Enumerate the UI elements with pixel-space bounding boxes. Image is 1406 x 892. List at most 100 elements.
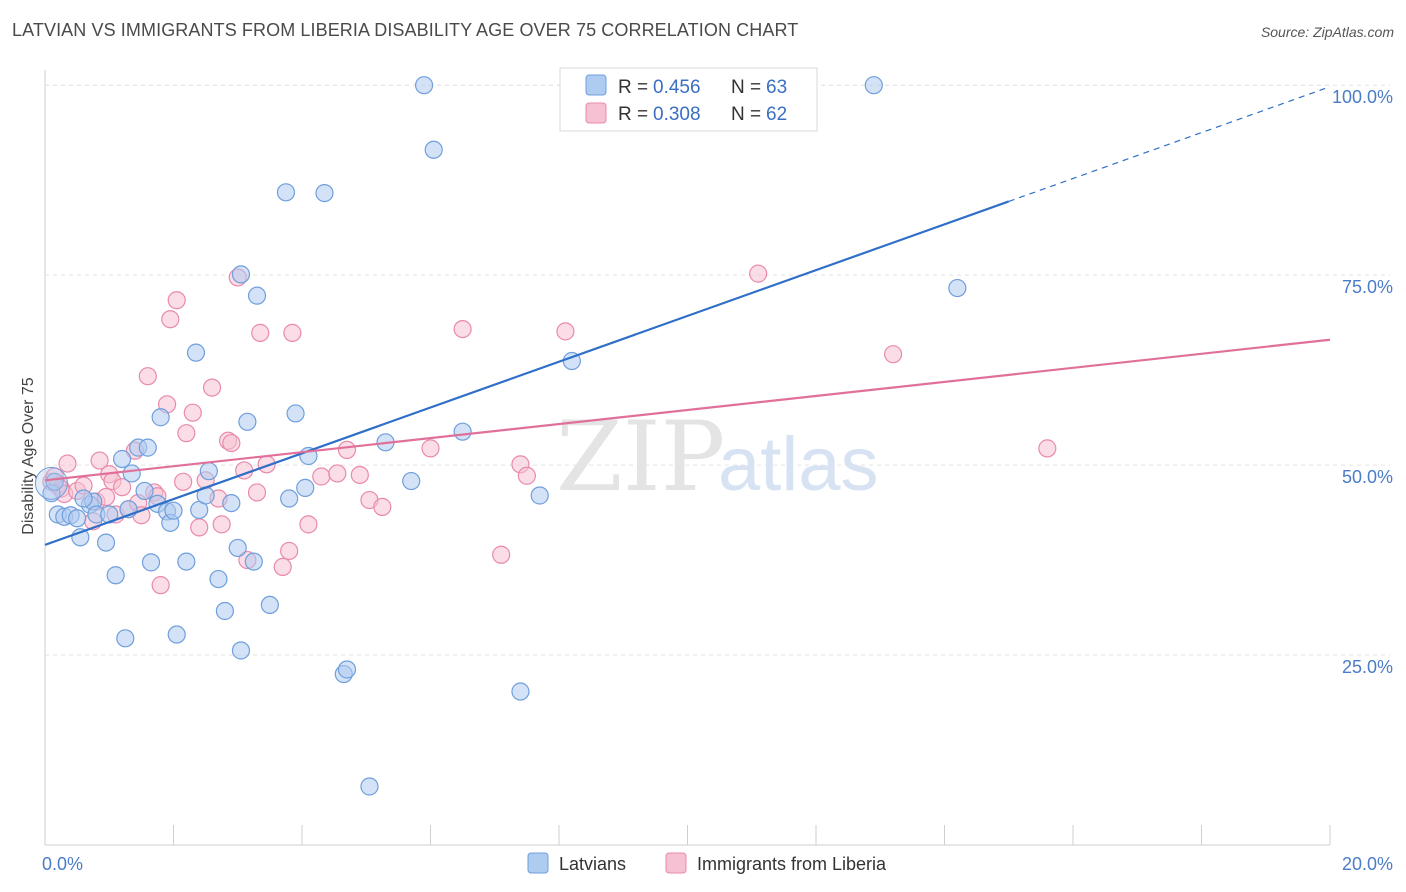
liberia-point-45	[299, 515, 318, 534]
series-legend: Latvians Immigrants from Liberia	[527, 852, 887, 874]
legend-n-value-liberia: 62	[766, 104, 787, 125]
latvians-point-38	[260, 595, 279, 615]
latvians-point-4	[68, 509, 87, 528]
latvians-point-30	[209, 569, 228, 589]
liberia-point-52	[421, 439, 440, 458]
latvians-point-49	[402, 471, 421, 491]
latvians-point-40	[280, 489, 299, 508]
liberia-point-26	[174, 472, 193, 491]
latvians-point-57	[864, 76, 883, 95]
liberia-point-59	[883, 345, 903, 364]
latvians-point-31	[215, 601, 234, 621]
liberia-point-40	[251, 323, 270, 342]
liberia-point-9	[90, 451, 109, 470]
latvians-point-9	[96, 533, 116, 552]
liberia-point-54	[492, 545, 511, 564]
latvians-point-17	[138, 438, 157, 457]
latvians-point-14	[122, 464, 141, 483]
latvians-point-42	[296, 478, 315, 497]
latvians-point-18	[141, 553, 161, 572]
latvians-point-16	[135, 481, 154, 501]
chart-title: LATVIAN VS IMMIGRANTS FROM LIBERIA DISAB…	[12, 20, 799, 40]
latvians-point-44	[315, 183, 334, 203]
legend-r-label-liberia: R =	[618, 104, 648, 125]
latvians-point-58	[948, 278, 967, 298]
latvians-point-34	[231, 641, 251, 660]
legend-r-value-liberia: 0.308	[653, 104, 701, 125]
liberia-point-39	[247, 483, 267, 502]
stats-legend: R = 0.456 N = 63 R = 0.308 N = 62	[559, 67, 818, 132]
x-tick-labels: 0.0% 20.0%	[42, 854, 1393, 874]
latvians-point-35	[238, 412, 257, 431]
latvians-trend-line	[44, 200, 1010, 546]
liberia-point-56	[517, 466, 536, 485]
latvians-point-24	[167, 625, 186, 644]
legend-swatch-liberia	[585, 102, 607, 124]
latvians-point-29	[199, 462, 218, 481]
watermark: ZIP atlas	[556, 401, 879, 513]
latvians-points	[34, 76, 967, 796]
liberia-point-4	[58, 454, 77, 473]
latvians-point-37	[247, 286, 267, 305]
liberia-point-31	[202, 378, 222, 397]
latvians-point-62	[222, 493, 241, 513]
series-legend-swatch-latvians	[527, 852, 549, 874]
latvians-point-52	[453, 422, 472, 441]
y-tick-labels: 25.0% 50.0% 75.0% 100.0%	[1332, 87, 1393, 677]
series-legend-label-liberia: Immigrants from Liberia	[697, 854, 887, 874]
latvians-point-59	[45, 472, 64, 491]
series-legend-label-latvians: Latvians	[559, 854, 626, 874]
liberia-points	[42, 264, 1057, 595]
series-legend-swatch-liberia	[665, 852, 687, 874]
latvians-point-25	[177, 552, 196, 571]
liberia-point-53	[453, 319, 472, 339]
liberia-point-58	[749, 264, 768, 283]
legend-r-label-latvians: R =	[618, 77, 648, 98]
y-tick-label-25: 25.0%	[1342, 657, 1393, 677]
source-label: Source: ZipAtlas.com	[1260, 24, 1394, 40]
liberia-point-60	[1038, 439, 1057, 458]
liberia-point-27	[177, 424, 196, 443]
liberia-point-29	[190, 518, 209, 537]
liberia-point-14	[112, 478, 132, 497]
latvians-point-41	[286, 404, 305, 423]
liberia-point-22	[151, 576, 170, 595]
latvians-point-32	[228, 538, 247, 558]
latvians-point-33	[231, 265, 251, 284]
x-tick-label-min: 0.0%	[42, 854, 83, 874]
latvians-point-51	[424, 140, 443, 159]
legend-r-value-latvians: 0.456	[653, 77, 701, 98]
latvians-point-11	[106, 566, 125, 585]
liberia-point-44	[283, 323, 302, 342]
liberia-point-47	[328, 464, 347, 483]
liberia-point-57	[556, 322, 575, 341]
latvians-point-cluster	[34, 466, 68, 500]
liberia-point-25	[167, 291, 186, 310]
y-tick-label-100: 100.0%	[1332, 87, 1393, 107]
liberia-point-51	[373, 497, 392, 516]
legend-swatch-latvians	[585, 74, 607, 96]
legend-n-value-latvians: 63	[766, 77, 787, 98]
liberia-point-35	[222, 433, 241, 453]
liberia-point-48	[337, 440, 357, 460]
grid-lines	[45, 84, 1390, 656]
watermark-zip: ZIP	[556, 401, 725, 513]
latvians-point-47	[360, 777, 379, 796]
watermark-atlas: atlas	[718, 422, 879, 507]
latvians-point-60	[74, 489, 93, 508]
liberia-trend-line	[44, 338, 1331, 482]
legend-n-label-latvians: N =	[731, 77, 761, 98]
latvians-point-46	[337, 660, 357, 679]
latvians-point-50	[414, 76, 434, 95]
liberia-point-28	[183, 403, 202, 422]
latvians-point-23	[164, 501, 183, 520]
liberia-point-24	[161, 310, 180, 329]
y-axis-label: Disability Age Over 75	[20, 377, 37, 535]
latvians-trend-extension	[1008, 86, 1331, 203]
latvians-point-54	[530, 486, 549, 505]
x-tick-label-max: 20.0%	[1342, 854, 1393, 874]
liberia-point-19	[138, 367, 157, 386]
latvians-point-36	[244, 552, 263, 571]
y-tick-label-75: 75.0%	[1342, 277, 1393, 297]
